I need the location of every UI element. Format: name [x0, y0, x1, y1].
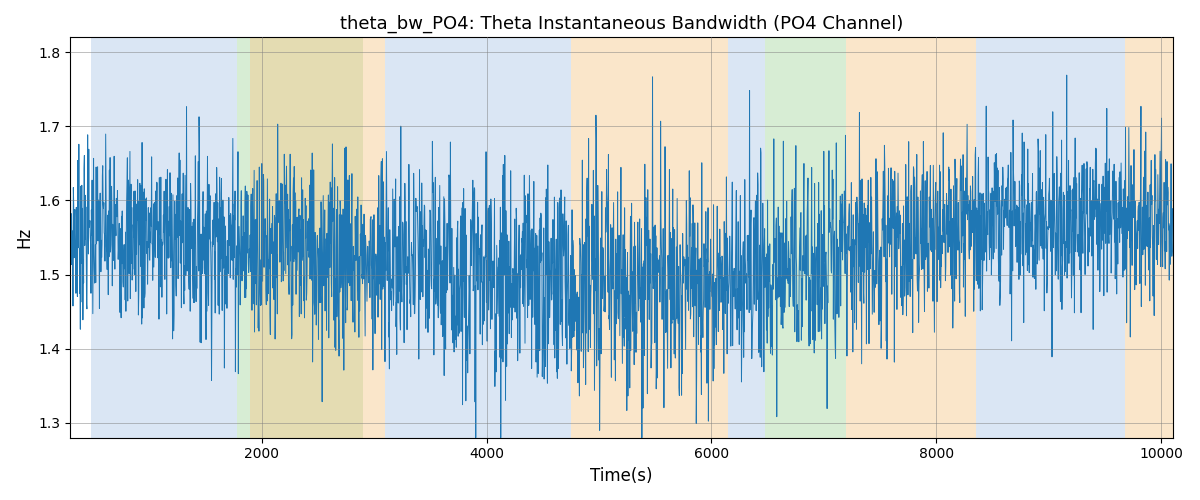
Bar	[1126, 38, 1172, 438]
Y-axis label: Hz: Hz	[14, 227, 32, 248]
Bar	[976, 38, 1126, 438]
Bar	[251, 38, 385, 438]
Bar	[728, 38, 766, 438]
Bar	[236, 38, 362, 438]
Bar	[571, 38, 728, 438]
Bar	[385, 38, 571, 438]
Title: theta_bw_PO4: Theta Instantaneous Bandwidth (PO4 Channel): theta_bw_PO4: Theta Instantaneous Bandwi…	[340, 15, 904, 34]
Bar	[766, 38, 846, 438]
Bar	[846, 38, 976, 438]
X-axis label: Time(s): Time(s)	[590, 467, 653, 485]
Bar	[91, 38, 236, 438]
